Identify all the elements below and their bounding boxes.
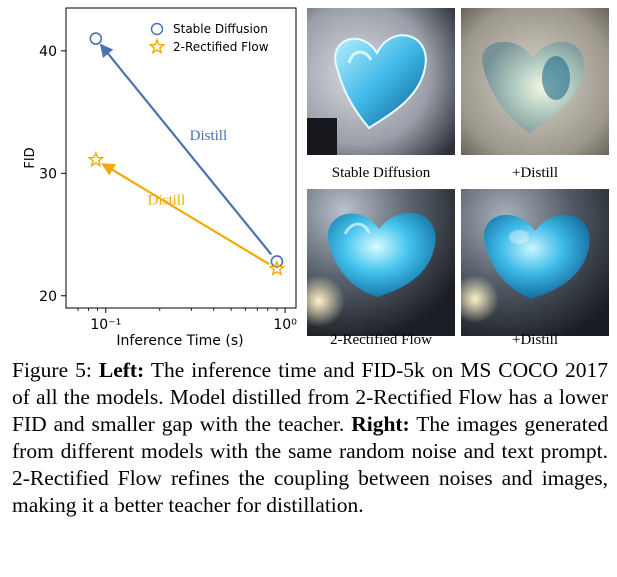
y-tick-label: 30 bbox=[39, 166, 57, 182]
y-axis-ticks: 20 30 40 bbox=[39, 44, 66, 305]
data-points bbox=[87, 32, 286, 277]
image-label-stable-diffusion: Stable Diffusion bbox=[331, 165, 431, 181]
image-label-sd-distill: +Distill bbox=[512, 165, 558, 181]
caption-left-label: Left: bbox=[98, 358, 145, 382]
distill-arrow bbox=[99, 43, 273, 256]
legend-label-stable-diffusion: Stable Diffusion bbox=[173, 22, 268, 36]
figure-caption: Figure 5: Left: The inference time and F… bbox=[12, 357, 608, 519]
caption-right-text: The images generated from different mode… bbox=[12, 412, 608, 517]
legend-marker-star bbox=[148, 38, 166, 55]
data-point-star bbox=[268, 259, 286, 277]
legend-marker-circle bbox=[150, 22, 164, 36]
image-stable-diffusion-distill bbox=[461, 8, 609, 155]
data-point-star bbox=[87, 150, 105, 168]
distill-arrow bbox=[101, 163, 270, 266]
fid-vs-time-chart: 20 30 40 10⁻¹ 10⁰ Distill Distill FID Infere… bbox=[23, 7, 297, 349]
y-tick-label: 40 bbox=[39, 44, 57, 60]
x-tick-label: 10⁰ bbox=[273, 317, 297, 333]
image-label-rf-distill: +Distill bbox=[512, 332, 558, 348]
distill-annotations: Distill Distill bbox=[148, 128, 228, 208]
image-2-rectified-flow-distill bbox=[461, 189, 609, 336]
data-point-circle bbox=[89, 32, 103, 45]
caption-left-text: The inference time and FID-5k on MS COCO… bbox=[12, 358, 609, 436]
legend: Stable Diffusion 2-Rectified Flow bbox=[148, 22, 269, 55]
caption-right-label: Right: bbox=[351, 412, 410, 436]
x-axis-label: Inference Time (s) bbox=[116, 333, 243, 349]
image-2-rectified-flow bbox=[307, 189, 455, 336]
annotation-distill: Distill bbox=[190, 128, 228, 144]
plot-frame bbox=[65, 7, 297, 309]
image-stable-diffusion bbox=[307, 8, 455, 155]
figure-number: Figure 5: bbox=[12, 358, 92, 382]
legend-label-2-rectified-flow: 2-Rectified Flow bbox=[173, 40, 269, 54]
x-axis-ticks: 10⁻¹ 10⁰ bbox=[77, 308, 297, 333]
image-label-2-rectified-flow: 2-Rectified Flow bbox=[329, 332, 433, 348]
x-tick-label: 10⁻¹ bbox=[90, 317, 121, 333]
y-tick-label: 20 bbox=[39, 289, 57, 305]
distill-arrows bbox=[99, 43, 273, 266]
y-axis-label: FID bbox=[23, 147, 38, 168]
annotation-distill: Distill bbox=[148, 192, 186, 208]
data-point-circle bbox=[270, 255, 284, 268]
